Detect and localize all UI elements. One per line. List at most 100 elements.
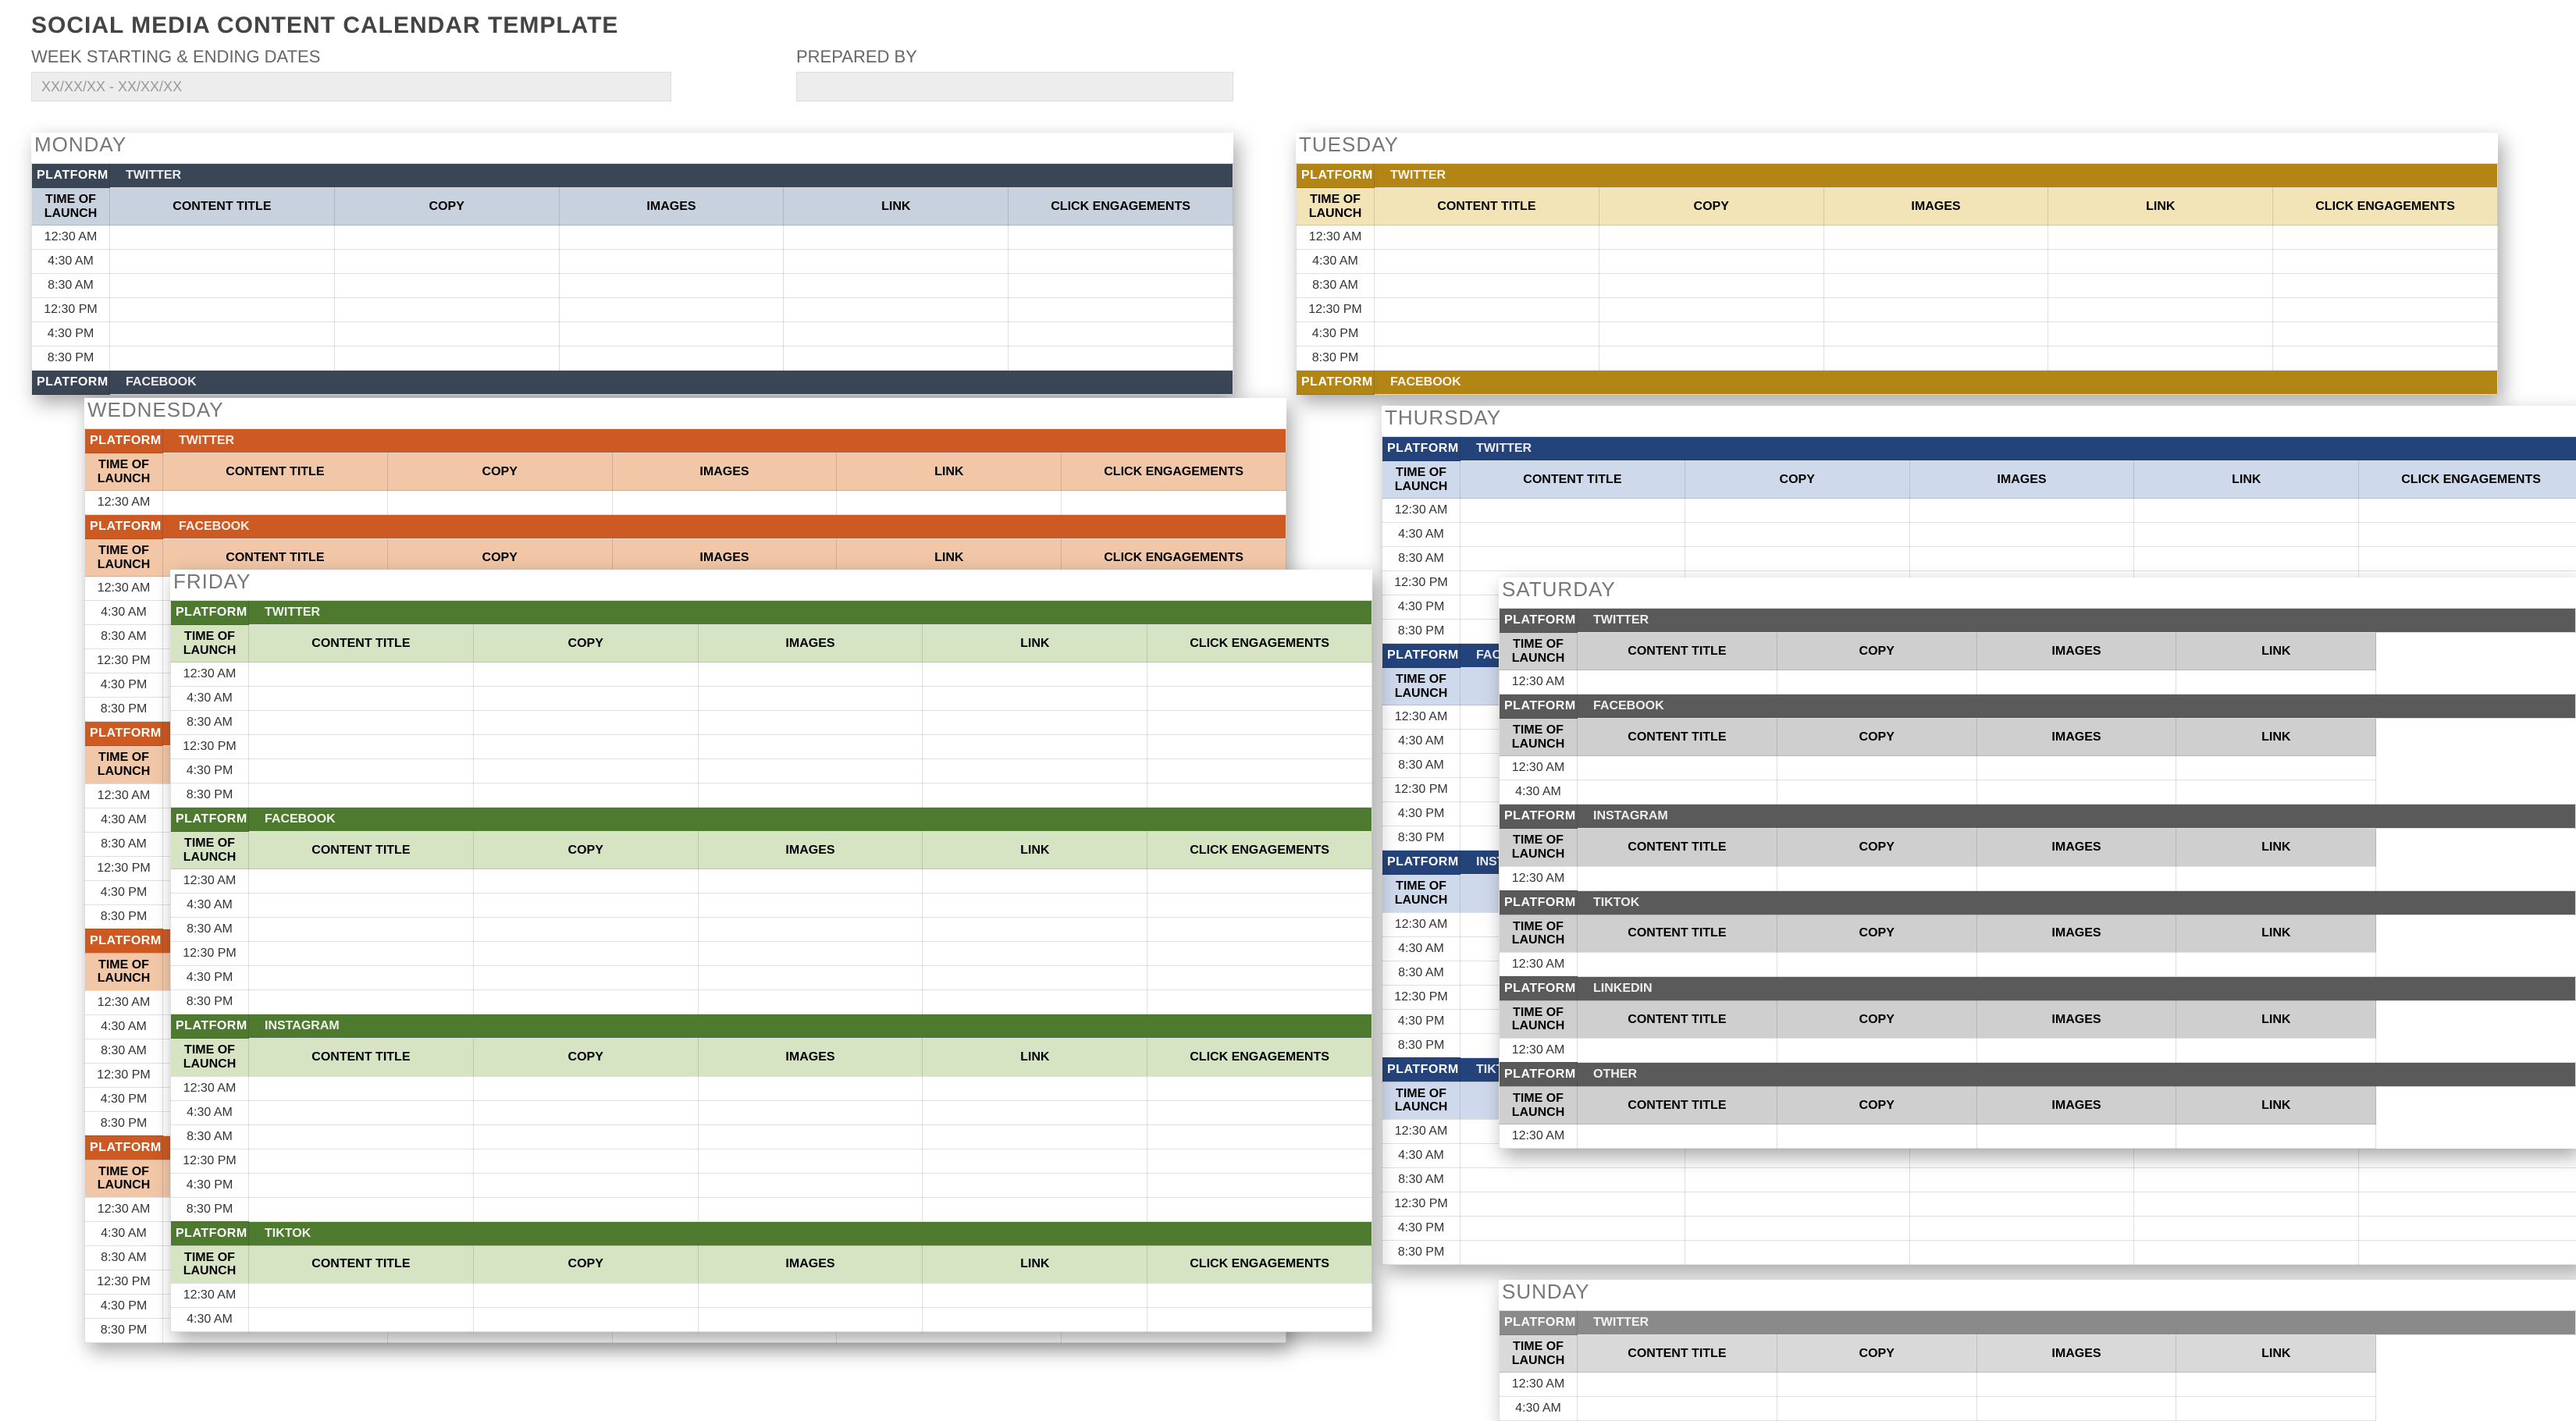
time-cell[interactable]: 8:30 AM [85,1039,163,1063]
time-cell[interactable]: 8:30 PM [85,698,163,722]
data-cell[interactable] [1976,756,2176,780]
data-cell[interactable] [249,918,474,942]
data-cell[interactable] [1147,783,1372,808]
time-cell[interactable]: 12:30 PM [1382,778,1461,802]
data-cell[interactable] [1147,869,1372,893]
data-cell[interactable] [2176,1124,2376,1149]
time-cell[interactable]: 12:30 PM [171,1149,249,1173]
data-cell[interactable] [2273,298,2498,322]
data-cell[interactable] [473,893,698,918]
time-cell[interactable]: 8:30 PM [85,1111,163,1135]
data-cell[interactable] [249,869,474,893]
data-cell[interactable] [1009,298,1233,322]
time-cell[interactable]: 8:30 AM [1382,961,1461,985]
time-cell[interactable]: 4:30 PM [1382,1216,1461,1240]
data-cell[interactable] [2176,866,2376,890]
time-cell[interactable]: 4:30 PM [171,966,249,990]
data-cell[interactable] [249,711,474,735]
data-cell[interactable] [473,990,698,1014]
data-cell[interactable] [1777,1038,1976,1062]
time-cell[interactable]: 12:30 AM [85,491,163,515]
data-cell[interactable] [249,735,474,759]
data-cell[interactable] [1147,663,1372,687]
time-cell[interactable]: 4:30 PM [1382,595,1461,620]
data-cell[interactable] [923,918,1147,942]
data-cell[interactable] [1823,250,2048,274]
data-cell[interactable] [1777,780,1976,805]
time-cell[interactable]: 4:30 AM [1382,936,1461,961]
dates-input[interactable]: XX/XX/XX - XX/XX/XX [31,72,671,101]
data-cell[interactable] [110,346,335,371]
data-cell[interactable] [387,491,612,515]
data-cell[interactable] [1147,735,1372,759]
data-cell[interactable] [698,1307,923,1331]
time-cell[interactable]: 8:30 PM [1382,1033,1461,1057]
data-cell[interactable] [1909,499,2134,523]
data-cell[interactable] [2134,1216,2359,1240]
time-cell[interactable]: 4:30 AM [171,1307,249,1331]
data-cell[interactable] [1147,1173,1372,1197]
data-cell[interactable] [2048,250,2273,274]
data-cell[interactable] [923,893,1147,918]
data-cell[interactable] [923,966,1147,990]
time-cell[interactable]: 4:30 AM [171,687,249,711]
data-cell[interactable] [923,711,1147,735]
data-cell[interactable] [1909,1216,2134,1240]
data-cell[interactable] [249,1149,474,1173]
data-cell[interactable] [2359,547,2576,571]
data-cell[interactable] [1461,523,1685,547]
data-cell[interactable] [1823,346,2048,371]
data-cell[interactable] [698,942,923,966]
data-cell[interactable] [612,491,837,515]
time-cell[interactable]: 12:30 AM [1500,1373,1578,1397]
data-cell[interactable] [1599,250,1823,274]
data-cell[interactable] [1976,1038,2176,1062]
data-cell[interactable] [249,687,474,711]
data-cell[interactable] [2134,547,2359,571]
data-cell[interactable] [1375,274,1599,298]
data-cell[interactable] [249,663,474,687]
data-cell[interactable] [1823,274,2048,298]
time-cell[interactable]: 4:30 AM [85,1014,163,1039]
data-cell[interactable] [698,1197,923,1221]
data-cell[interactable] [1777,866,1976,890]
time-cell[interactable]: 12:30 PM [1382,985,1461,1009]
data-cell[interactable] [698,1124,923,1149]
data-cell[interactable] [2048,274,2273,298]
data-cell[interactable] [473,663,698,687]
data-cell[interactable] [1009,226,1233,250]
data-cell[interactable] [1685,1167,1909,1192]
time-cell[interactable]: 12:30 AM [1382,705,1461,730]
time-cell[interactable]: 12:30 PM [1297,298,1375,322]
data-cell[interactable] [559,322,784,346]
time-cell[interactable]: 12:30 PM [85,856,163,880]
time-cell[interactable]: 8:30 PM [1382,826,1461,851]
time-cell[interactable]: 8:30 PM [85,1318,163,1342]
data-cell[interactable] [923,1197,1147,1221]
data-cell[interactable] [1147,759,1372,783]
data-cell[interactable] [1685,499,1909,523]
time-cell[interactable]: 8:30 PM [171,1197,249,1221]
data-cell[interactable] [923,1100,1147,1124]
data-cell[interactable] [2048,322,2273,346]
data-cell[interactable] [2176,670,2376,695]
data-cell[interactable] [249,1283,474,1307]
data-cell[interactable] [1976,1397,2176,1421]
data-cell[interactable] [559,226,784,250]
time-cell[interactable]: 8:30 AM [171,1124,249,1149]
data-cell[interactable] [1578,670,1777,695]
time-cell[interactable]: 12:30 PM [171,735,249,759]
time-cell[interactable]: 8:30 PM [171,990,249,1014]
data-cell[interactable] [249,759,474,783]
data-cell[interactable] [698,869,923,893]
data-cell[interactable] [1147,687,1372,711]
data-cell[interactable] [1461,1167,1685,1192]
data-cell[interactable] [334,274,559,298]
time-cell[interactable]: 12:30 AM [171,1283,249,1307]
data-cell[interactable] [1147,966,1372,990]
data-cell[interactable] [698,735,923,759]
data-cell[interactable] [1599,298,1823,322]
time-cell[interactable]: 4:30 AM [85,1221,163,1245]
time-cell[interactable]: 12:30 PM [85,649,163,673]
time-cell[interactable]: 12:30 PM [85,1063,163,1087]
